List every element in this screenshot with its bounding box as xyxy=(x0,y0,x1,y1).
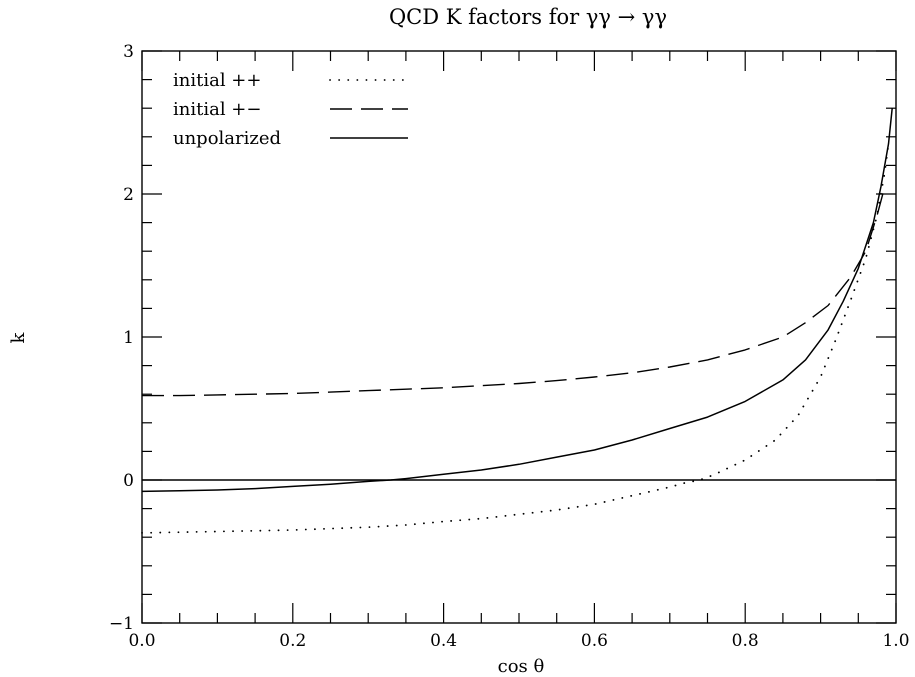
series-group xyxy=(141,108,893,534)
y-axis-label: k xyxy=(8,331,29,343)
x-tick-label: 0.0 xyxy=(128,631,155,651)
legend-label: initial +− xyxy=(173,99,261,120)
x-tick-label: 0.4 xyxy=(430,631,457,651)
chart-title: QCD K factors for γγ → γγ xyxy=(389,5,667,29)
y-tick-label: 1 xyxy=(123,328,134,348)
tick-labels: 0.0 0.2 0.4 0.6 0.8 1.0 −1 0 1 2 3 xyxy=(109,42,910,651)
y-tick-label: 0 xyxy=(123,471,134,491)
legend: initial ++ initial +− unpolarized xyxy=(173,70,409,149)
series-line-solid xyxy=(141,108,893,493)
y-tick-label: −1 xyxy=(109,614,134,634)
series-line-dashed xyxy=(142,186,886,397)
legend-label: initial ++ xyxy=(173,70,261,91)
legend-label: unpolarized xyxy=(173,128,281,149)
y-tick-label: 3 xyxy=(123,42,134,62)
x-tick-label: 0.6 xyxy=(581,631,608,651)
x-axis-label: cos θ xyxy=(498,656,545,677)
y-tick-label: 2 xyxy=(123,185,134,205)
x-tick-label: 0.8 xyxy=(732,631,759,651)
x-tick-label: 0.2 xyxy=(279,631,306,651)
x-tick-label: 1.0 xyxy=(882,631,909,651)
axis-ticks xyxy=(141,50,897,624)
series-line-dotted xyxy=(141,143,890,534)
